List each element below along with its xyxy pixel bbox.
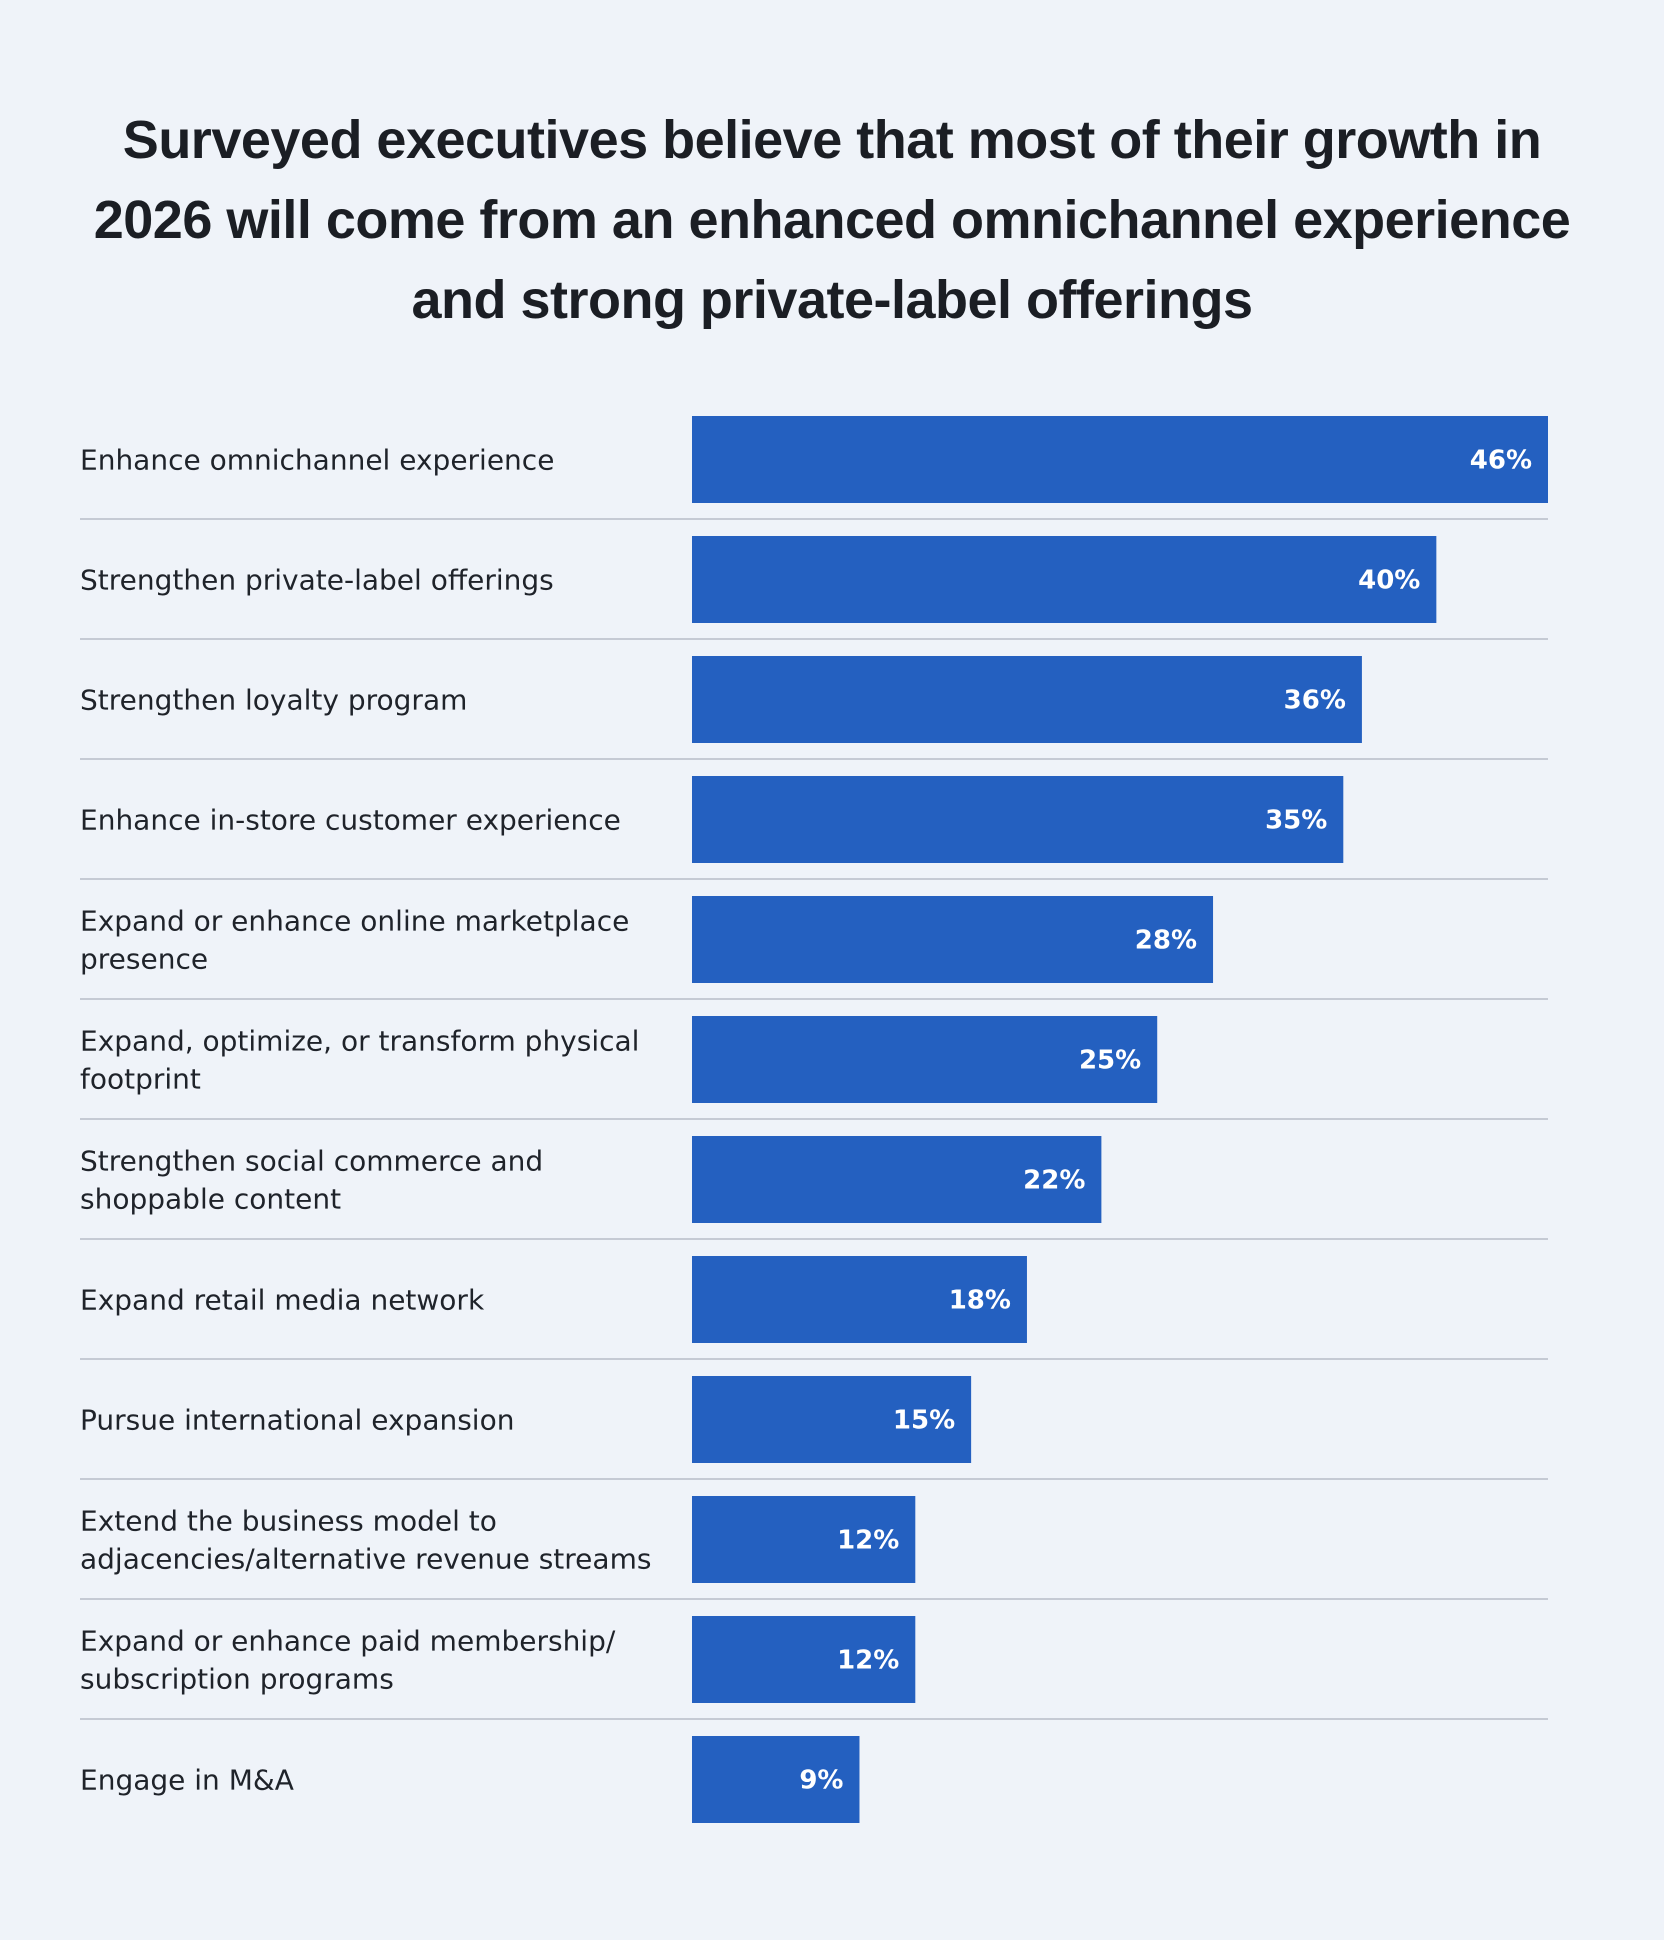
bar bbox=[692, 1256, 1027, 1343]
category-label: Expand retail media network bbox=[80, 1284, 485, 1317]
category-label: Strengthen loyalty program bbox=[80, 684, 467, 717]
bar bbox=[692, 1616, 916, 1703]
bar bbox=[692, 1736, 860, 1823]
bar bbox=[692, 536, 1437, 623]
category-label: Enhance omnichannel experience bbox=[80, 444, 554, 477]
bar bbox=[692, 1376, 972, 1463]
bar-value-label: 9% bbox=[799, 1766, 843, 1796]
bar bbox=[692, 1016, 1158, 1103]
category-label: Expand or enhance online marketplace pres… bbox=[80, 905, 629, 976]
bar bbox=[692, 1496, 916, 1583]
bar-value-label: 36% bbox=[1284, 686, 1346, 716]
category-label: Pursue international expansion bbox=[80, 1404, 514, 1437]
chart-title: Surveyed executives believe that most of… bbox=[93, 110, 1571, 330]
bar bbox=[692, 656, 1362, 743]
bar-value-label: 35% bbox=[1265, 806, 1327, 836]
category-label: Expand, optimize, or transform physical f… bbox=[80, 1025, 639, 1096]
category-label: Strengthen social commerce and shoppable … bbox=[80, 1145, 543, 1216]
bar-value-label: 25% bbox=[1079, 1046, 1141, 1076]
bar-value-label: 40% bbox=[1358, 566, 1420, 596]
bar bbox=[692, 1136, 1102, 1223]
bar-value-label: 12% bbox=[837, 1646, 899, 1676]
bar-value-label: 28% bbox=[1135, 926, 1197, 956]
category-label: Strengthen private-label offerings bbox=[80, 564, 554, 597]
bar bbox=[692, 776, 1344, 863]
bar bbox=[692, 416, 1548, 503]
category-label: Expand or enhance paid membership/subscr… bbox=[80, 1625, 616, 1696]
bar-value-label: 12% bbox=[837, 1526, 899, 1556]
category-label: Engage in M&A bbox=[80, 1764, 294, 1797]
bar-value-label: 18% bbox=[949, 1286, 1011, 1316]
bar-value-label: 15% bbox=[893, 1406, 955, 1436]
bar-value-label: 46% bbox=[1470, 446, 1532, 476]
bar bbox=[692, 896, 1214, 983]
bar-value-label: 22% bbox=[1023, 1166, 1085, 1196]
category-label: Extend the business model to adjacencies/… bbox=[80, 1505, 651, 1576]
category-label: Enhance in-store customer experience bbox=[80, 804, 621, 837]
